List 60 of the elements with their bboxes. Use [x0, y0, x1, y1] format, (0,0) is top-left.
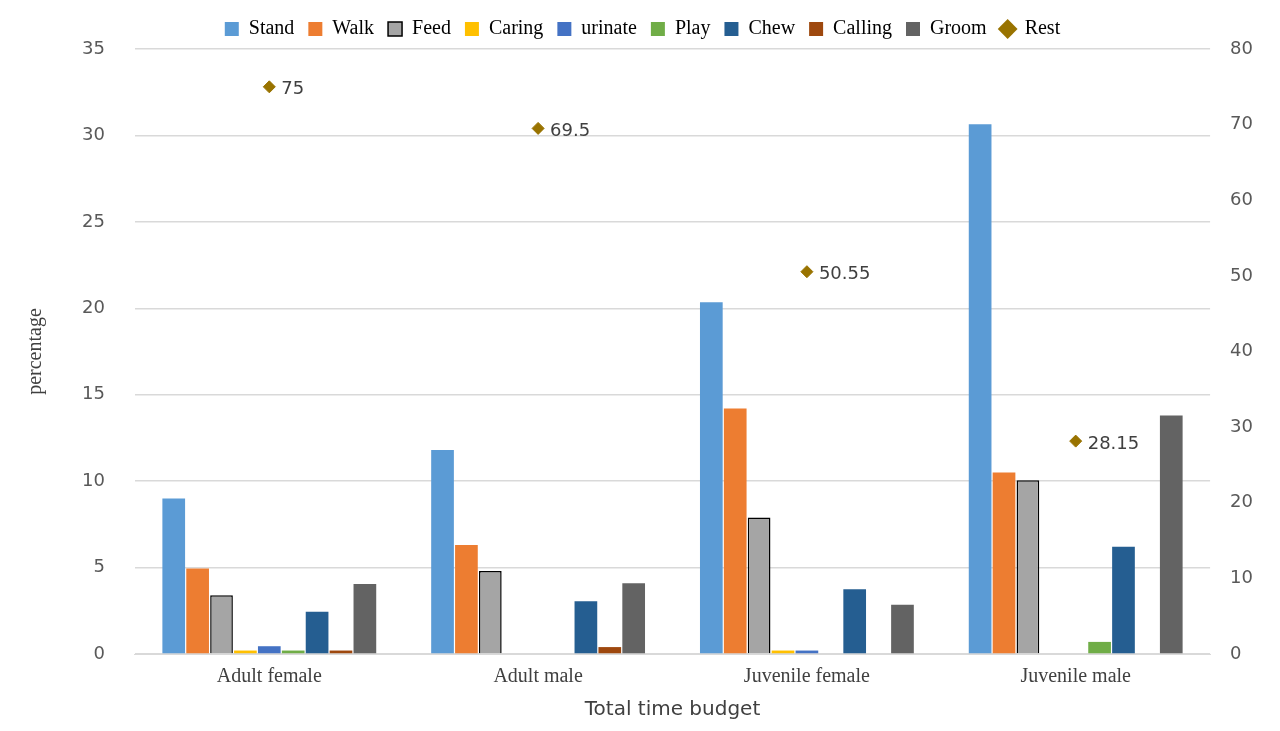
bar: [353, 583, 377, 654]
bar: [186, 568, 209, 654]
y2-tick-label: 50: [1230, 263, 1253, 285]
y-tick-label: 0: [93, 641, 105, 663]
y2-tick-label: 30: [1230, 414, 1253, 436]
point: [531, 121, 545, 135]
x-tick-label: Juvenile male: [1020, 664, 1132, 687]
y-tick-label: 20: [82, 295, 105, 317]
bar: [891, 604, 914, 654]
legend-label: Play: [674, 16, 711, 40]
legend-label: Rest: [1024, 16, 1061, 39]
y2-tick-label: 80: [1230, 36, 1253, 58]
bar: [723, 408, 747, 654]
data-label: 50.55: [818, 262, 871, 284]
bar: [1159, 415, 1183, 654]
data-label: 75: [281, 77, 305, 99]
data-label: 28.15: [1087, 431, 1140, 453]
y2-tick-label: 20: [1230, 490, 1253, 512]
y2-tick-label: 60: [1230, 187, 1253, 209]
point: [262, 80, 276, 94]
x-axis-title: Total time budget: [583, 696, 761, 721]
y-tick-label: 10: [82, 468, 105, 490]
x-tick-label: Adult male: [493, 664, 583, 687]
y-tick-label: 5: [93, 555, 105, 577]
legend-label: Caring: [488, 16, 544, 40]
y-tick-label: 15: [82, 382, 105, 404]
y2-tick-label: 10: [1230, 566, 1253, 588]
legend-label: Feed: [412, 16, 451, 39]
legend-label: Chew: [748, 16, 796, 39]
bar: [455, 545, 478, 654]
bar: [992, 472, 1016, 654]
legend-label: Stand: [248, 16, 295, 39]
bar: [1088, 641, 1111, 654]
bar: [162, 498, 186, 654]
legend-label: Walk: [332, 16, 375, 39]
y-tick-label: 25: [82, 209, 105, 231]
point: [1069, 434, 1083, 448]
bar: [257, 646, 281, 654]
y-axis-title: percentage: [23, 308, 47, 395]
x-tick-label: Juvenile female: [743, 664, 871, 687]
legend-label: urinate: [581, 16, 638, 39]
y-tick-label: 30: [82, 123, 105, 145]
bar: [968, 124, 992, 654]
bar: [598, 647, 622, 654]
legend-label: Groom: [930, 16, 988, 39]
bar: [699, 302, 723, 654]
bar: [431, 450, 454, 654]
bar: [1112, 546, 1135, 654]
y-tick-label: 35: [82, 36, 105, 58]
y2-tick-label: 40: [1230, 339, 1253, 361]
data-label: 69.5: [550, 119, 591, 141]
x-tick-label: Adult female: [216, 664, 322, 687]
bar: [843, 589, 867, 654]
y2-tick-label: 70: [1230, 112, 1253, 134]
point: [800, 265, 814, 279]
y2-tick-label: 0: [1230, 641, 1242, 663]
bar: [305, 611, 329, 654]
bar: [574, 601, 598, 654]
bar: [622, 583, 646, 654]
legend-label: Calling: [833, 16, 892, 40]
